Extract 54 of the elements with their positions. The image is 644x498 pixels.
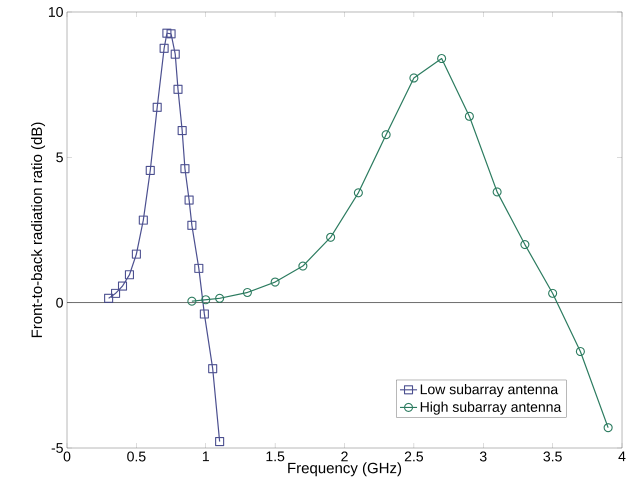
x-tick-label: 4 xyxy=(618,452,626,462)
point xyxy=(215,437,224,446)
legend-label: Low subarray antenna xyxy=(420,384,558,398)
point xyxy=(118,282,128,291)
point xyxy=(173,84,183,94)
x-tick-label: 3 xyxy=(480,452,487,462)
point xyxy=(576,346,585,356)
point xyxy=(382,130,391,140)
point xyxy=(187,220,196,230)
point xyxy=(464,112,474,121)
point xyxy=(520,240,530,250)
x-tick-label: 0.5 xyxy=(127,452,146,462)
point xyxy=(548,288,558,298)
x-tick-label: 1.5 xyxy=(266,452,284,462)
point xyxy=(409,73,418,83)
point xyxy=(162,28,172,38)
y-axis-title: Front-to-back radiation ratio (dB) xyxy=(31,122,46,338)
point xyxy=(604,423,613,432)
point xyxy=(184,196,194,205)
point xyxy=(354,188,363,198)
y-tick-label: 5 xyxy=(56,152,63,162)
x-axis-title: Frequency (GHz) xyxy=(288,462,402,476)
point xyxy=(200,309,209,319)
point xyxy=(298,261,308,271)
point xyxy=(152,102,162,112)
y-tick-label: -5 xyxy=(52,443,63,453)
point xyxy=(270,277,280,287)
point xyxy=(492,187,502,196)
point xyxy=(201,295,210,304)
y-tick-label: 10 xyxy=(48,7,63,17)
point xyxy=(437,54,446,64)
point xyxy=(242,288,252,298)
x-tick-label: 3.5 xyxy=(543,452,562,462)
x-tick-label: 2 xyxy=(341,452,348,462)
legend-label: High subarray antenna xyxy=(420,402,562,415)
point xyxy=(215,294,224,303)
point xyxy=(138,216,148,225)
point xyxy=(132,250,141,259)
point xyxy=(104,294,114,303)
y-tick-label: 0 xyxy=(56,298,63,308)
point xyxy=(208,364,218,374)
x-tick-label: 0 xyxy=(64,452,70,462)
point xyxy=(194,264,204,273)
point xyxy=(166,29,176,38)
point xyxy=(146,166,155,175)
point xyxy=(160,44,169,53)
point xyxy=(180,164,190,174)
point xyxy=(326,232,336,242)
point xyxy=(124,270,134,280)
point xyxy=(187,296,196,306)
x-tick-label: 1 xyxy=(202,452,209,462)
x-tick-label: 2.5 xyxy=(404,452,424,462)
point xyxy=(170,50,180,59)
point xyxy=(178,126,187,136)
